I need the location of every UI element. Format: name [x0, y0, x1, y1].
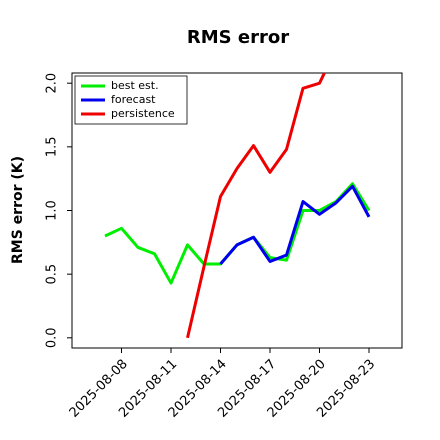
y-tick-label: 0.5 — [45, 264, 60, 285]
series-line — [219, 184, 371, 265]
legend-label: forecast — [111, 93, 156, 106]
legend-label: best est. — [111, 79, 159, 92]
series-line — [186, 73, 327, 339]
y-axis-label: RMS error (K) — [10, 156, 26, 264]
y-tick-label: 0.0 — [45, 327, 60, 348]
series-line — [104, 182, 371, 285]
legend-label: persistence — [111, 107, 175, 120]
y-tick-label: 1.0 — [45, 200, 60, 221]
chart-title: RMS error — [187, 27, 289, 48]
y-tick-label: 1.5 — [45, 136, 60, 157]
plot-area — [104, 73, 371, 339]
y-tick-label: 2.0 — [45, 73, 60, 94]
